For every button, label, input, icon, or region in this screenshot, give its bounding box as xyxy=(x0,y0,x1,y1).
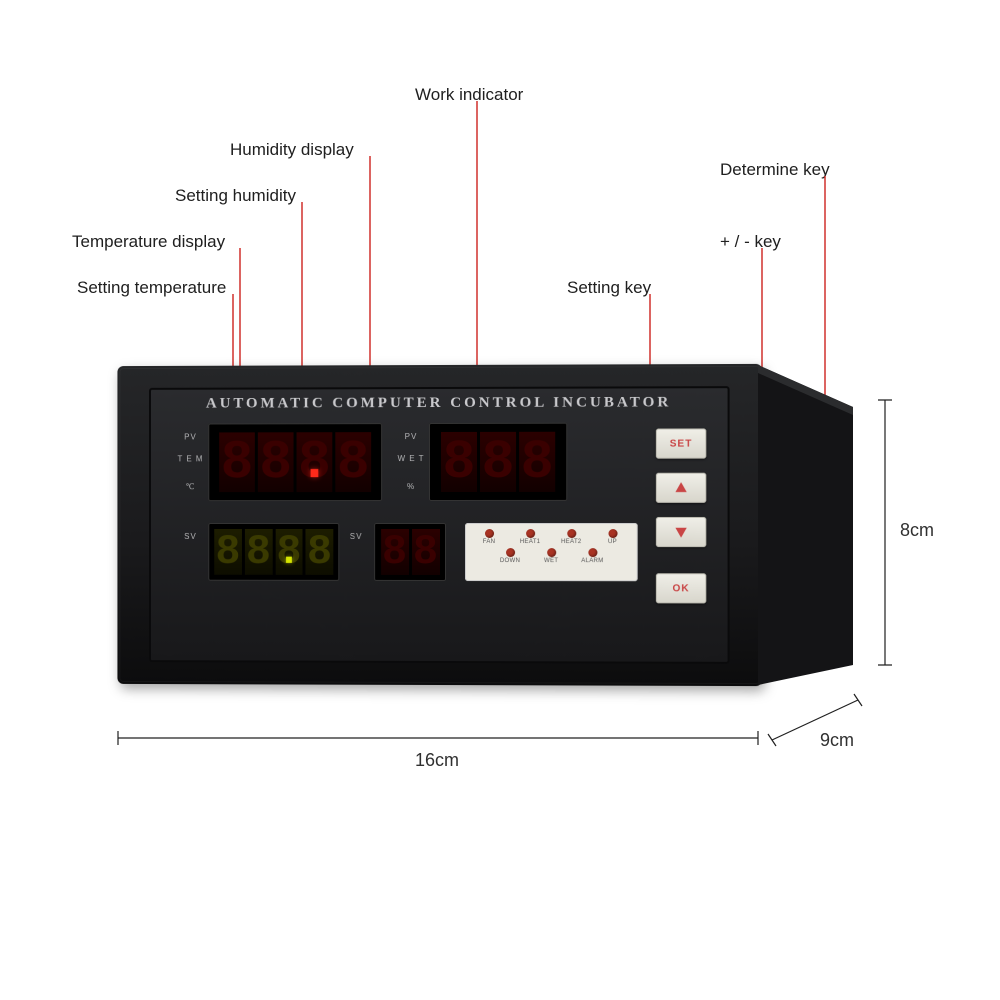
sv-left-label: SV xyxy=(177,531,205,543)
device-title: AUTOMATIC COMPUTER CONTROL INCUBATOR xyxy=(149,394,730,413)
humidity-display xyxy=(429,423,567,501)
faceplate: AUTOMATIC COMPUTER CONTROL INCUBATOR PV … xyxy=(149,386,730,664)
down-button[interactable] xyxy=(656,517,706,547)
device-side xyxy=(758,365,918,710)
led-heat2 xyxy=(567,529,576,538)
led-heat1 xyxy=(526,529,535,538)
pv-temp-label: PV xyxy=(177,431,205,443)
triangle-up-icon xyxy=(674,481,688,495)
set-button[interactable]: SET xyxy=(656,428,706,458)
temp-unit-label: ℃ xyxy=(177,481,205,493)
led-wet xyxy=(547,548,556,557)
temperature-display: . xyxy=(208,423,382,501)
dim-depth: 9cm xyxy=(820,730,854,751)
led-down xyxy=(506,548,515,557)
label-setting-temperature: Setting temperature xyxy=(77,278,226,298)
indicator-panel: FAN HEAT1 HEAT2 UP DOWN WET ALARM xyxy=(465,523,638,581)
ok-button[interactable]: OK xyxy=(656,573,706,603)
setting-humidity-display xyxy=(374,523,446,581)
pv-wet-label: PV xyxy=(397,431,425,443)
tem-label: T E M xyxy=(177,453,205,465)
led-up xyxy=(608,529,617,538)
led-fan xyxy=(485,529,494,538)
label-temperature-display: Temperature display xyxy=(72,232,225,252)
led-alarm xyxy=(588,548,597,557)
label-setting-humidity: Setting humidity xyxy=(175,186,296,206)
wet-label: W E T xyxy=(397,453,425,465)
label-plus-minus-key: + / - key xyxy=(720,232,781,252)
label-setting-key: Setting key xyxy=(567,278,651,298)
sv-right-label: SV xyxy=(342,531,370,543)
label-humidity-display: Humidity display xyxy=(230,140,354,160)
wet-unit-label: % xyxy=(397,481,425,493)
dim-height: 8cm xyxy=(900,520,934,541)
label-determine-key: Determine key xyxy=(720,160,830,180)
dim-width: 16cm xyxy=(415,750,459,771)
device: AUTOMATIC COMPUTER CONTROL INCUBATOR PV … xyxy=(117,364,762,686)
up-button[interactable] xyxy=(656,473,706,503)
label-work-indicator: Work indicator xyxy=(415,85,523,105)
setting-temperature-display: . xyxy=(208,523,339,581)
triangle-down-icon xyxy=(674,525,688,539)
